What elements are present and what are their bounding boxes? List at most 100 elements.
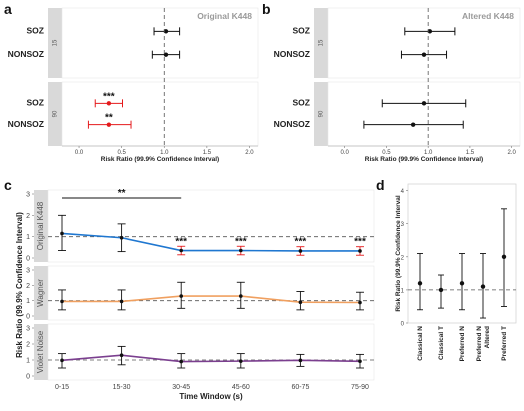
facet-strip-label: Violet Noise: [36, 330, 45, 373]
estimate-point: [106, 101, 112, 106]
significance-marker: ***: [235, 236, 247, 247]
x-tick-label: 1.5: [203, 150, 212, 156]
data-point: [119, 353, 124, 358]
y-tick-label: 0: [26, 256, 30, 263]
data-point: [60, 231, 64, 236]
x-category-label: Preferred N: [476, 326, 483, 362]
data-point: [358, 249, 362, 253]
row-label: NONSOZ: [8, 119, 44, 129]
facet-panel: [327, 7, 521, 79]
y-tick-label: 2: [26, 283, 30, 290]
facet-strip-label: 15: [319, 39, 325, 46]
x-tick-label: 2.0: [507, 150, 516, 156]
facet-strip: [48, 82, 62, 146]
x-tick-label: 0.0: [75, 150, 84, 156]
facet-panel: [61, 81, 259, 147]
panel-label-a: a: [4, 1, 12, 17]
x-tick-label: 1.0: [424, 150, 433, 156]
estimate-point: [163, 52, 169, 57]
facet-panel: [61, 7, 259, 79]
row-label: NONSOZ: [274, 119, 310, 129]
data-point: [179, 248, 183, 253]
panel-d-errorbar-plot: 0 1 2 3 4 Classical N Classical T Preferred N Pr…: [395, 183, 517, 362]
x-category-label: Preferred N: [459, 326, 466, 362]
facet-panel: [47, 323, 375, 381]
data-point: [298, 300, 303, 305]
inset-title: Original K448: [197, 11, 252, 21]
data-point: [179, 294, 183, 298]
significance-marker: ***: [354, 237, 366, 248]
x-category-label: Altered: [484, 326, 491, 348]
x-tick-label: 0.5: [382, 150, 391, 156]
x-tick-label: 1.5: [466, 150, 475, 156]
facet-strip: [34, 324, 48, 380]
facet-strip-label: 15: [53, 39, 59, 46]
x-tick-label: 2.0: [245, 150, 254, 156]
y-tick-label: 3: [401, 222, 405, 228]
series-line: [61, 232, 360, 252]
estimate-point: [421, 101, 427, 106]
estimate-point: [427, 29, 433, 34]
row-label: NONSOZ: [8, 49, 44, 59]
x-axis-title: Risk Ratio (99.9% Confidence Interval): [101, 156, 219, 163]
facet-strip: [314, 82, 328, 146]
facet-strip-label: 90: [53, 110, 59, 117]
x-tick-label: 0-15: [55, 384, 69, 391]
y-tick-label: 0: [26, 374, 30, 381]
estimate-point: [410, 122, 416, 127]
estimate-point: [480, 284, 486, 289]
x-category-label: Preferred T: [501, 326, 508, 361]
estimate-point: [163, 29, 169, 34]
y-tick-label: 2: [26, 213, 30, 220]
y-axis-title: Risk Ratio (99.9% Confidence Interval: [395, 195, 402, 312]
panel-label-b: b: [262, 1, 271, 17]
panel-label-c: c: [4, 177, 12, 193]
series-line: [62, 295, 361, 304]
row-label: SOZ: [27, 98, 44, 108]
x-tick-label: 0.5: [117, 150, 126, 156]
y-tick-label: 1: [401, 288, 405, 294]
y-tick-label: 3: [26, 326, 30, 333]
y-tick-label: 3: [26, 268, 30, 275]
y-tick-label: 0: [401, 322, 405, 328]
facet-strip-label: Wagner: [36, 279, 45, 307]
estimate-point: [438, 287, 444, 293]
x-tick-label: 15-30: [113, 384, 131, 391]
x-category-label: Classical N: [417, 326, 424, 361]
y-tick-label: 1: [26, 298, 30, 305]
data-point: [60, 358, 64, 363]
x-tick-label: 30-45: [172, 384, 190, 391]
facet-strip: [48, 8, 62, 78]
facet-strip: [314, 8, 328, 78]
x-category-label: Classical T: [438, 326, 445, 360]
y-axis-title: Risk Ratio (99.9% Confidence Interval): [15, 212, 24, 358]
data-point: [239, 248, 243, 253]
x-axis-title: Risk Ratio (99.9% Confidence Interval): [365, 156, 483, 163]
data-point: [298, 249, 303, 253]
series-line: [61, 354, 361, 363]
y-tick-label: 2: [26, 342, 30, 349]
row-label: SOZ: [27, 26, 44, 36]
row-label: SOZ: [293, 26, 310, 36]
data-point: [119, 299, 124, 304]
y-tick-label: 0: [26, 314, 30, 321]
significance-marker: ***: [175, 236, 187, 247]
panel-b-forest-plot: 15 SOZ NONSOZ 90 SOZ NONSOZ 0.0 0.5 1.0 1.5 2.0 Ris…: [274, 7, 521, 163]
row-label: SOZ: [293, 98, 310, 108]
estimate-point: [417, 281, 423, 286]
data-point: [119, 235, 124, 240]
facet-panel: [327, 81, 521, 147]
x-axis-title: Time Window (s): [179, 392, 243, 401]
y-tick-label: 3: [26, 192, 30, 199]
y-tick-label: 2: [401, 255, 405, 261]
data-point: [298, 358, 303, 363]
data-point: [358, 300, 362, 305]
data-point: [60, 299, 64, 304]
panel-label-d: d: [376, 177, 385, 193]
row-label: NONSOZ: [274, 49, 310, 59]
facet-strip: [34, 266, 48, 320]
facet-strip-label: Original K448: [36, 201, 45, 250]
facet-panel: [47, 265, 375, 321]
